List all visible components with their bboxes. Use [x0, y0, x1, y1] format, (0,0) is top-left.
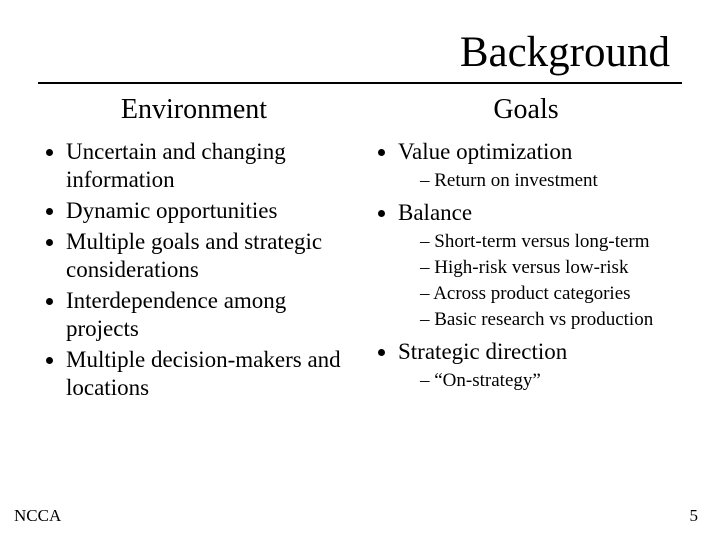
footer-left: NCCA: [14, 506, 61, 526]
page-title: Background: [460, 28, 670, 77]
list-item: Interdependence among projects: [66, 287, 350, 343]
sub-item: Across product categories: [420, 282, 682, 306]
title-rule: [38, 82, 682, 84]
columns: Environment Uncertain and changing infor…: [38, 94, 682, 405]
heading-goals: Goals: [370, 94, 682, 126]
sub-item: High-risk versus low-risk: [420, 256, 682, 280]
list-item: Strategic direction “On-strategy”: [398, 338, 682, 393]
footer-page-number: 5: [690, 506, 699, 526]
column-environment: Environment Uncertain and changing infor…: [38, 94, 360, 405]
bullet-label: Balance: [398, 200, 472, 225]
sub-item: Return on investment: [420, 169, 682, 193]
goals-bullet-list: Value optimization Return on investment …: [370, 138, 682, 393]
column-goals: Goals Value optimization Return on inves…: [360, 94, 682, 405]
sub-list: Return on investment: [398, 169, 682, 193]
list-item: Balance Short-term versus long-term High…: [398, 199, 682, 332]
list-item: Uncertain and changing information: [66, 138, 350, 194]
sub-list: Short-term versus long-term High-risk ve…: [398, 230, 682, 332]
bullet-label: Value optimization: [398, 139, 572, 164]
env-bullet-list: Uncertain and changing information Dynam…: [38, 138, 350, 402]
sub-list: “On-strategy”: [398, 369, 682, 393]
list-item: Dynamic opportunities: [66, 197, 350, 225]
bullet-label: Strategic direction: [398, 339, 567, 364]
list-item: Multiple goals and strategic considerati…: [66, 228, 350, 284]
sub-item: Basic research vs production: [420, 308, 682, 332]
slide: Background Environment Uncertain and cha…: [0, 0, 720, 540]
list-item: Value optimization Return on investment: [398, 138, 682, 193]
list-item: Multiple decision-makers and locations: [66, 346, 350, 402]
sub-item: Short-term versus long-term: [420, 230, 682, 254]
heading-environment: Environment: [38, 94, 350, 126]
sub-item: “On-strategy”: [420, 369, 682, 393]
